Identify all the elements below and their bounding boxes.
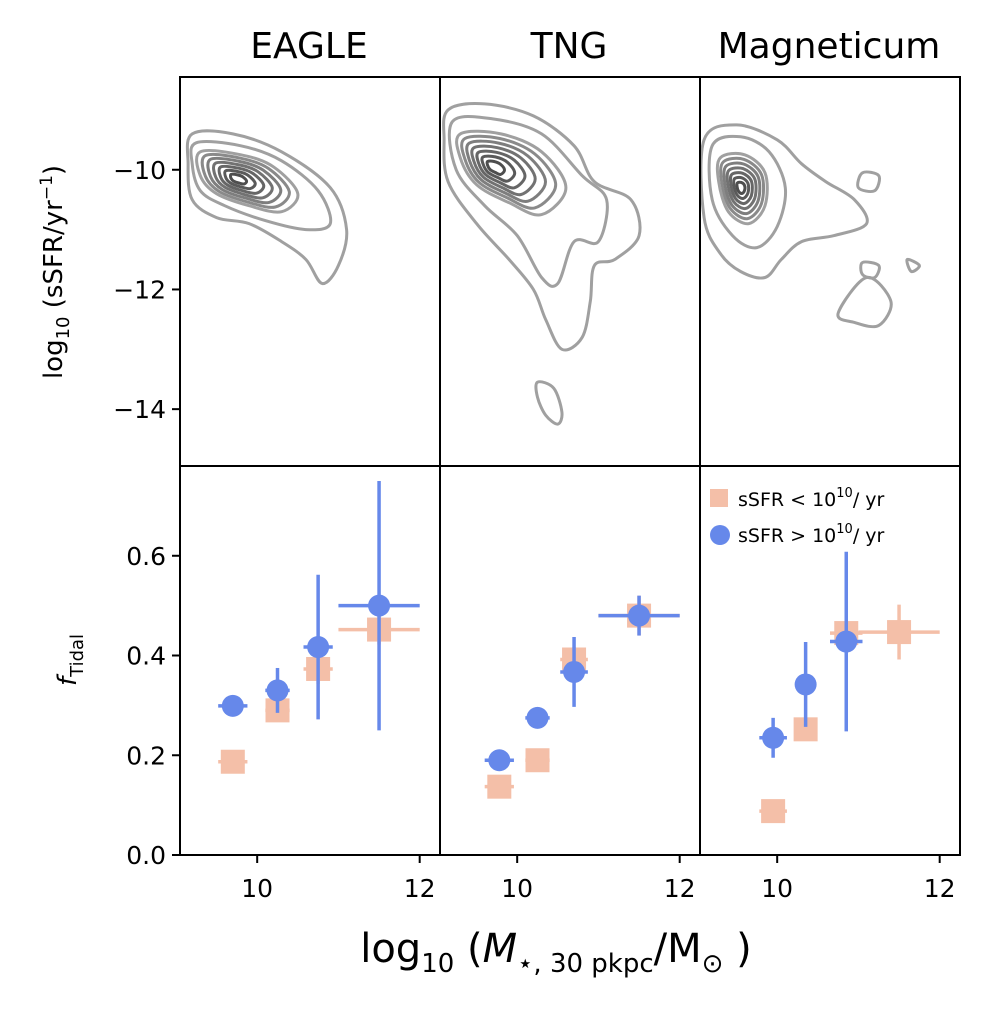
contour-magneticum-4 [859, 260, 881, 280]
xtick-label-tng-0: 10 [501, 874, 533, 903]
contour-magneticum-3 [856, 170, 881, 193]
bottom-ytick-label-3: 0.6 [126, 542, 166, 571]
marker-magneticum-starforming-1 [794, 673, 817, 696]
contour-magneticum-6 [836, 275, 893, 329]
contour-magneticum-inner-5 [732, 175, 751, 201]
contour-eagle-inner-2 [206, 156, 283, 205]
contour-magneticum-inner-1 [719, 156, 766, 221]
contour-tng-inner-5 [480, 154, 517, 183]
marker-tng-starforming-2 [563, 660, 586, 683]
legend-marker-starforming [710, 525, 730, 545]
contour-tng-1 [447, 114, 609, 288]
contour-eagle-2 [195, 148, 300, 214]
contour-eagle-inner-4 [217, 164, 266, 195]
marker-eagle-starforming-3 [368, 594, 391, 617]
contour-tng-inner-6 [485, 159, 506, 176]
marker-tng-quiescent-1 [525, 748, 550, 773]
contour-tng-inner-1 [460, 134, 558, 210]
contour-magneticum-0 [700, 123, 869, 280]
frame-top-eagle [179, 76, 441, 467]
contour-eagle-inner-1 [200, 152, 291, 209]
panel-title-magneticum: Magneticum [718, 26, 941, 67]
xtick-label-magneticum-1: 12 [924, 874, 956, 903]
contour-tng-2 [455, 129, 568, 217]
contour-tng-inner-4 [475, 149, 527, 190]
bottom-ytick-label-2: 0.4 [126, 642, 166, 671]
marker-tng-starforming-0 [488, 749, 511, 772]
top-y-axis-label: log10 (sSFR/yr−1) [37, 165, 74, 379]
xtick-label-magneticum-0: 10 [761, 874, 793, 903]
contour-eagle-1 [189, 140, 333, 232]
contour-eagle-inner-5 [223, 168, 257, 191]
legend: sSFR < 1010/ yr sSFR > 1010/ yr [710, 486, 884, 547]
panel-title-eagle: EAGLE [250, 26, 367, 67]
contour-magneticum-inner-6 [735, 180, 747, 195]
contour-magneticum-5 [905, 257, 921, 274]
contour-tng-inner-3 [470, 144, 537, 197]
xtick-label-eagle-0: 10 [241, 874, 273, 903]
contour-magneticum-inner-4 [728, 171, 754, 206]
panel-title-tng: TNG [530, 26, 608, 67]
contour-magneticum-inner-2 [722, 161, 762, 216]
bottom-y-axis-label: fTidal [53, 634, 88, 686]
top-ytick-label-2: −14 [113, 395, 166, 424]
marker-eagle-starforming-0 [221, 694, 244, 717]
x-axis-label: log10 (M⋆, 30 pkpc/M⊙ ) [360, 926, 752, 979]
bottom-ytick-label-0: 0.0 [126, 841, 166, 870]
contour-tng-3 [534, 380, 564, 426]
top-ytick-label-1: −12 [113, 275, 166, 304]
contour-magneticum-2 [715, 151, 769, 226]
marker-magneticum-quiescent-3 [887, 620, 912, 645]
marker-tng-starforming-1 [526, 706, 549, 729]
marker-magneticum-starforming-2 [835, 630, 858, 653]
marker-magneticum-starforming-0 [762, 726, 785, 749]
marker-eagle-starforming-2 [307, 636, 330, 659]
contour-eagle-inner-3 [212, 160, 274, 200]
contour-tng-inner-2 [465, 139, 547, 203]
legend-marker-quiescent [710, 489, 728, 507]
marker-eagle-starforming-1 [266, 679, 289, 702]
contour-eagle-0 [185, 129, 349, 286]
xtick-label-tng-1: 12 [664, 874, 696, 903]
bottom-ytick-label-1: 0.2 [126, 741, 166, 770]
marker-magneticum-quiescent-0 [761, 799, 786, 824]
contour-eagle-inner-6 [228, 172, 249, 186]
marker-eagle-quiescent-0 [220, 749, 245, 774]
contour-tng-0 [442, 102, 642, 352]
marker-tng-starforming-3 [628, 604, 651, 627]
legend-label-starforming: sSFR > 1010/ yr [738, 522, 884, 547]
contour-magneticum-1 [707, 134, 788, 250]
xtick-label-eagle-1: 12 [404, 874, 436, 903]
marker-tng-quiescent-0 [487, 774, 512, 799]
legend-label-quiescent: sSFR < 1010/ yr [738, 486, 884, 511]
contour-magneticum-inner-3 [725, 166, 758, 211]
frame-bottom-magneticum [699, 465, 961, 856]
top-ytick-label-0: −10 [113, 156, 166, 185]
